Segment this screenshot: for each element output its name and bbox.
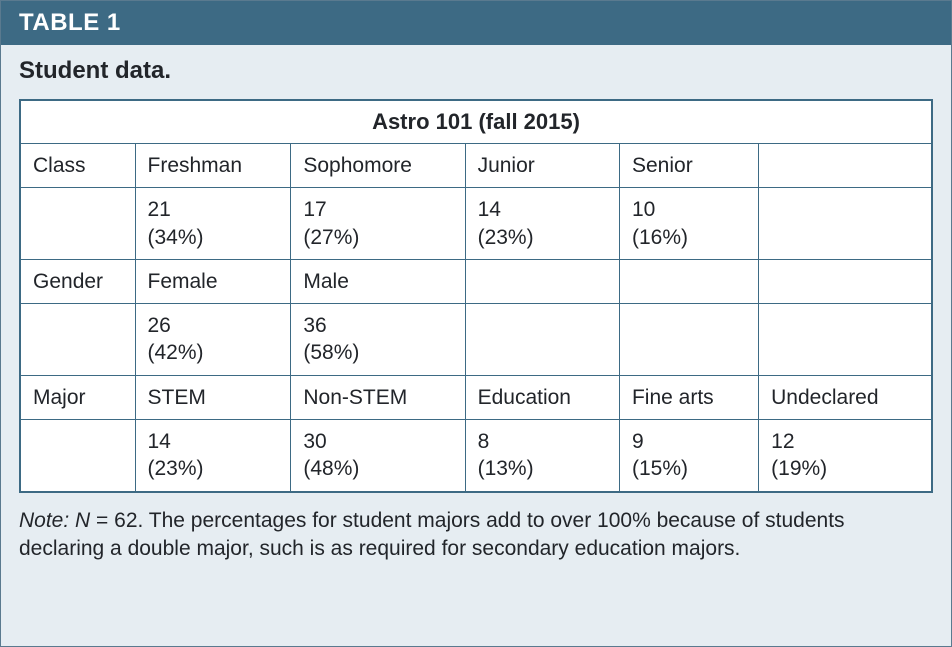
class-values-label: [20, 188, 135, 260]
major-val-1: 30(48%): [291, 420, 465, 492]
class-val-0: 21(34%): [135, 188, 291, 260]
note-body: = 62. The percentages for student majors…: [19, 509, 845, 560]
class-col-4: [759, 144, 932, 188]
class-col-3: Senior: [619, 144, 758, 188]
table-title: Student data.: [1, 45, 951, 99]
table-figure: TABLE 1 Student data. Astro 101 (fall 20…: [0, 0, 952, 647]
major-values-row: 14(23%) 30(48%) 8(13%) 9(15%) 12(19%): [20, 420, 932, 492]
class-val-3: 10(16%): [619, 188, 758, 260]
major-col-4: Undeclared: [759, 375, 932, 419]
major-col-1: Non-STEM: [291, 375, 465, 419]
class-label: Class: [20, 144, 135, 188]
gender-val-1: 36(58%): [291, 304, 465, 376]
gender-col-1: Male: [291, 259, 465, 303]
major-val-2: 8(13%): [465, 420, 619, 492]
gender-col-4: [759, 259, 932, 303]
caption-row: Astro 101 (fall 2015): [20, 100, 932, 144]
table-caption: Astro 101 (fall 2015): [20, 100, 932, 144]
gender-header-row: Gender Female Male: [20, 259, 932, 303]
class-col-2: Junior: [465, 144, 619, 188]
major-col-3: Fine arts: [619, 375, 758, 419]
gender-values-label: [20, 304, 135, 376]
gender-val-4: [759, 304, 932, 376]
class-val-2: 14(23%): [465, 188, 619, 260]
major-val-0: 14(23%): [135, 420, 291, 492]
class-header-row: Class Freshman Sophomore Junior Senior: [20, 144, 932, 188]
major-val-4: 12(19%): [759, 420, 932, 492]
gender-val-2: [465, 304, 619, 376]
major-col-2: Education: [465, 375, 619, 419]
class-col-1: Sophomore: [291, 144, 465, 188]
gender-values-row: 26(42%) 36(58%): [20, 304, 932, 376]
gender-label: Gender: [20, 259, 135, 303]
gender-val-0: 26(42%): [135, 304, 291, 376]
major-label: Major: [20, 375, 135, 419]
class-values-row: 21(34%) 17(27%) 14(23%) 10(16%): [20, 188, 932, 260]
class-val-4: [759, 188, 932, 260]
table-number: TABLE 1: [19, 9, 121, 36]
table-note: Note: N = 62. The percentages for studen…: [1, 501, 951, 578]
student-data-table: Astro 101 (fall 2015) Class Freshman Sop…: [19, 99, 933, 493]
class-val-1: 17(27%): [291, 188, 465, 260]
major-col-0: STEM: [135, 375, 291, 419]
gender-col-3: [619, 259, 758, 303]
table-wrapper: Astro 101 (fall 2015) Class Freshman Sop…: [1, 99, 951, 501]
note-prefix: Note: N: [19, 509, 90, 532]
major-values-label: [20, 420, 135, 492]
major-header-row: Major STEM Non-STEM Education Fine arts …: [20, 375, 932, 419]
table-header-bar: TABLE 1: [1, 1, 951, 45]
gender-col-0: Female: [135, 259, 291, 303]
major-val-3: 9(15%): [619, 420, 758, 492]
gender-col-2: [465, 259, 619, 303]
class-col-0: Freshman: [135, 144, 291, 188]
gender-val-3: [619, 304, 758, 376]
